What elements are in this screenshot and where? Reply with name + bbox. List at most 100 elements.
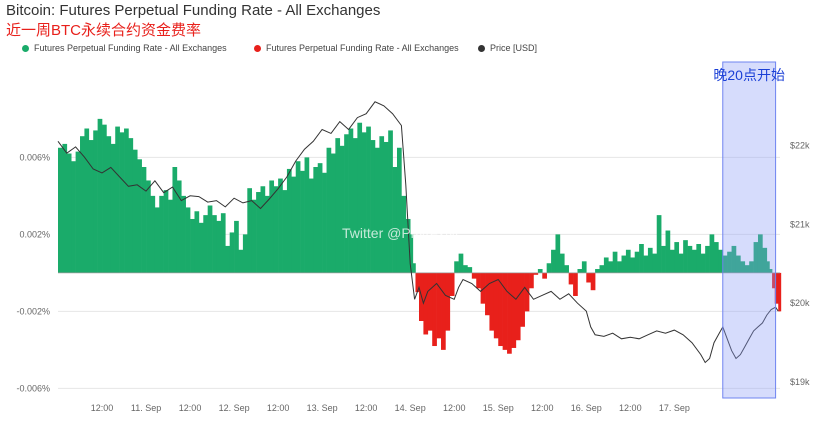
- funding-rate-bar-positive: [154, 207, 160, 273]
- funding-rate-bar-positive: [639, 244, 644, 273]
- funding-rate-bar-positive: [185, 207, 191, 273]
- funding-rate-bar-positive: [88, 140, 94, 273]
- funding-rate-bar-positive: [172, 167, 178, 273]
- funding-rate-bar-positive: [216, 220, 222, 273]
- legend: Futures Perpetual Funding Rate - All Exc…: [22, 43, 622, 57]
- funding-rate-bar-positive: [370, 140, 376, 273]
- funding-rate-bar-positive: [93, 130, 98, 273]
- legend-item-funding-positive[interactable]: Futures Perpetual Funding Rate - All Exc…: [22, 43, 227, 53]
- funding-rate-bar-positive: [718, 249, 724, 273]
- legend-item-price[interactable]: Price [USD]: [478, 43, 537, 53]
- funding-rate-bar-negative: [476, 272, 481, 289]
- funding-rate-bar-positive: [132, 149, 138, 273]
- price-line: [57, 101, 779, 364]
- funding-rate-bar-positive: [722, 255, 728, 273]
- funding-rate-bar-positive: [106, 136, 112, 273]
- funding-rate-bar-positive: [412, 263, 416, 273]
- funding-rate-bar-negative: [423, 272, 429, 335]
- funding-rate-bar-negative: [524, 272, 530, 312]
- funding-rate-bar-positive: [678, 253, 684, 273]
- funding-rate-bar-positive: [190, 218, 195, 273]
- funding-rate-bar-negative: [515, 272, 521, 341]
- funding-rate-bar-positive: [405, 218, 411, 273]
- funding-rate-bar-positive: [749, 261, 754, 273]
- funding-rate-bar-negative: [432, 272, 437, 347]
- x-tick-label: 16. Sep: [571, 403, 602, 413]
- funding-rate-bar-positive: [696, 244, 702, 273]
- funding-rate-bar-positive: [744, 265, 750, 273]
- funding-rate-bar-positive: [401, 195, 407, 273]
- funding-rate-bar-positive: [273, 186, 279, 273]
- funding-rate-bar-positive: [683, 240, 688, 273]
- legend-marker-funding-positive: [22, 44, 29, 52]
- funding-rate-bar-positive: [546, 263, 552, 273]
- funding-rate-bar-positive: [251, 199, 257, 273]
- funding-rate-bar-positive: [740, 261, 746, 273]
- funding-rate-bar-positive: [625, 249, 631, 273]
- funding-rate-bar-positive: [58, 147, 63, 273]
- funding-rate-bar-positive: [220, 213, 226, 273]
- funding-rate-bar-positive: [229, 232, 235, 273]
- funding-rate-bar-positive: [366, 126, 371, 273]
- funding-rate-bar-positive: [176, 180, 182, 273]
- funding-rate-bar-positive: [335, 138, 341, 273]
- funding-rate-bar-positive: [564, 265, 569, 273]
- funding-rate-bar-positive: [643, 255, 649, 273]
- funding-rate-bar-positive: [291, 176, 297, 273]
- funding-rate-bar-positive: [665, 230, 671, 273]
- funding-rate-bar-positive: [247, 188, 253, 273]
- funding-rate-bar-negative: [529, 272, 534, 289]
- funding-rate-bar-positive: [630, 257, 636, 273]
- funding-rate-bar-positive: [256, 192, 261, 273]
- funding-rate-bar-positive: [463, 265, 468, 273]
- funding-rate-bar-positive: [238, 249, 244, 273]
- funding-rate-bar-negative: [586, 272, 591, 283]
- funding-rate-bar-positive: [304, 157, 310, 273]
- funding-rate-bar-positive: [80, 136, 85, 273]
- funding-rate-bar-positive: [203, 215, 208, 273]
- legend-label-price: Price [USD]: [490, 43, 538, 53]
- funding-rate-bar-positive: [458, 253, 464, 273]
- funding-rate-bar-positive: [669, 249, 675, 273]
- funding-rate-bar-positive: [330, 153, 336, 273]
- y-right-tick-label: $20k: [790, 298, 810, 308]
- funding-rate-bar-positive: [388, 130, 393, 273]
- funding-rate-bar-positive: [581, 261, 587, 273]
- funding-rate-bar-negative: [471, 272, 477, 279]
- funding-rate-bar-positive: [705, 245, 710, 273]
- funding-rate-bar-positive: [212, 215, 217, 273]
- funding-rate-bar-positive: [467, 267, 473, 273]
- funding-rate-bar-positive: [454, 261, 459, 273]
- funding-rate-bar-positive: [181, 195, 186, 273]
- y-right-tick-label: $19k: [790, 377, 810, 387]
- y-left-tick-label: 0.006%: [19, 152, 50, 162]
- x-tick-label: 13. Sep: [307, 403, 338, 413]
- funding-rate-bar-positive: [278, 178, 283, 273]
- y-right-tick-label: $22k: [790, 140, 810, 150]
- funding-rate-bar-positive: [225, 245, 230, 273]
- funding-rate-bar-positive: [313, 167, 319, 273]
- funding-rate-bar-positive: [326, 147, 332, 273]
- funding-rate-bar-positive: [762, 247, 768, 273]
- funding-rate-bar-positive: [608, 261, 614, 273]
- funding-rate-bar-positive: [617, 261, 622, 273]
- funding-rate-bar-positive: [599, 265, 605, 273]
- legend-item-funding-negative[interactable]: Futures Perpetual Funding Rate - All Exc…: [254, 43, 459, 53]
- funding-rate-bar-positive: [612, 251, 618, 273]
- x-tick-label: 12:00: [267, 403, 290, 413]
- funding-rate-bar-positive: [383, 141, 389, 273]
- funding-rate-bar-positive: [207, 205, 213, 273]
- highlight-band: [722, 61, 777, 399]
- funding-rate-bar-positive: [691, 249, 697, 273]
- funding-rate-bar-positive: [700, 253, 706, 273]
- funding-rate-bar-positive: [769, 269, 773, 273]
- x-tick-label: 12:00: [619, 403, 642, 413]
- funding-rate-bar-positive: [97, 118, 103, 273]
- chart-title: Bitcoin: Futures Perpetual Funding Rate …: [6, 2, 381, 19]
- funding-rate-bar-negative: [533, 272, 539, 275]
- funding-rate-bar-positive: [141, 167, 147, 273]
- funding-rate-bar-positive: [595, 269, 600, 273]
- x-tick-label: 12. Sep: [219, 403, 250, 413]
- funding-rate-bar-negative: [772, 272, 776, 289]
